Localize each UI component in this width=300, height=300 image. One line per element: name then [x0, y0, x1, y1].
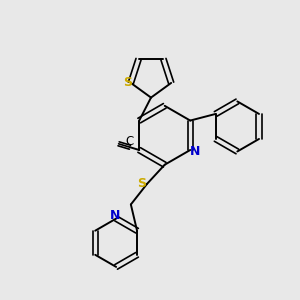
- Text: S: S: [137, 177, 146, 190]
- Text: N: N: [190, 145, 201, 158]
- Text: C: C: [126, 135, 134, 148]
- Text: S: S: [123, 76, 132, 89]
- Text: N: N: [110, 208, 120, 222]
